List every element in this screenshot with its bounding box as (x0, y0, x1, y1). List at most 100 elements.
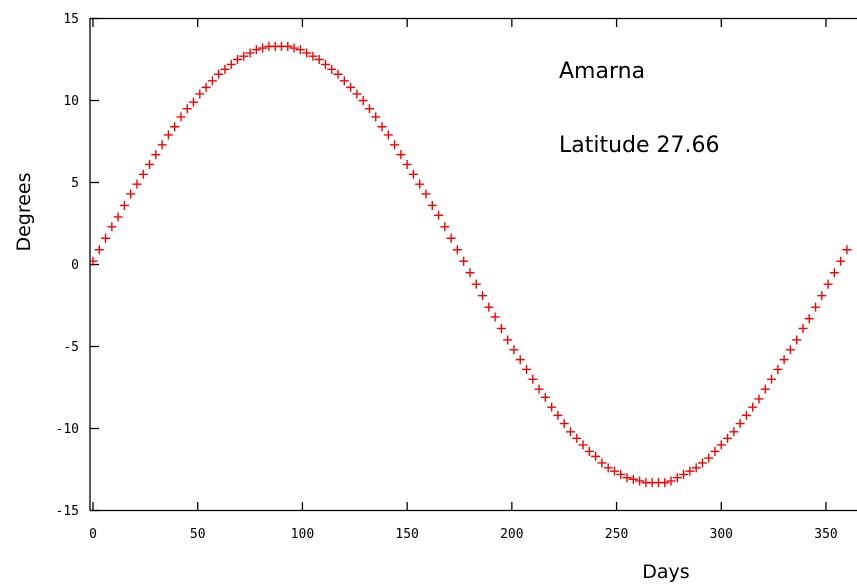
data-point (716, 440, 726, 450)
data-point (352, 89, 362, 99)
x-tick-label: 250 (605, 527, 628, 542)
data-point (584, 446, 594, 456)
data-point (622, 473, 632, 483)
data-point (101, 233, 111, 243)
data-point (465, 268, 475, 278)
annotation-latitude: Latitude 27.66 (559, 133, 720, 158)
data-point (547, 402, 557, 412)
data-point (233, 55, 243, 64)
data-point (817, 291, 827, 301)
data-point (339, 76, 349, 86)
data-point (302, 48, 312, 58)
x-tick-label: 300 (710, 527, 733, 542)
data-point (226, 59, 236, 69)
data-point (170, 122, 180, 132)
data-point (327, 64, 337, 74)
data-point (704, 453, 714, 463)
data-point (251, 45, 261, 55)
y-tick-label: -5 (63, 340, 79, 355)
data-point (723, 433, 733, 443)
data-point (295, 45, 305, 55)
data-point (522, 364, 532, 374)
data-point (528, 374, 538, 384)
annotation-location: Amarna (559, 59, 645, 84)
data-point (90, 256, 98, 266)
data-point (597, 458, 607, 468)
data-point (107, 222, 117, 232)
data-point (565, 427, 575, 437)
data-point (609, 466, 619, 476)
data-point (408, 169, 418, 179)
data-point (490, 312, 500, 322)
data-point (415, 179, 425, 189)
data-point (138, 169, 148, 179)
x-tick-label: 200 (500, 527, 523, 542)
data-point (829, 268, 839, 278)
data-point (176, 112, 186, 122)
data-point (220, 64, 230, 74)
data-point (679, 469, 689, 479)
x-tick-label: 50 (190, 527, 206, 542)
y-tick-label: -10 (56, 422, 79, 437)
data-point (113, 212, 123, 222)
data-point (427, 200, 437, 210)
data-point (754, 394, 764, 404)
data-point (314, 55, 324, 64)
data-point (515, 355, 525, 365)
data-point (201, 82, 211, 92)
data-point (842, 245, 852, 255)
data-point (760, 384, 770, 394)
data-point (735, 419, 745, 429)
y-axis-title: Degrees (13, 172, 35, 251)
data-point (811, 302, 821, 312)
data-point (553, 410, 563, 420)
data-point (540, 392, 550, 402)
data-point (189, 97, 199, 107)
data-point (503, 335, 513, 345)
data-point (132, 179, 142, 189)
y-tick-label: 0 (71, 258, 79, 273)
data-point (289, 43, 299, 53)
data-point (434, 210, 444, 220)
data-point (729, 427, 739, 437)
y-tick-label: 15 (63, 12, 79, 27)
data-point (697, 458, 707, 468)
data-point (195, 89, 205, 99)
data-point (446, 233, 456, 243)
data-point (440, 222, 450, 232)
x-tick-label: 350 (814, 527, 837, 542)
data-point (798, 323, 808, 333)
data-point (496, 323, 506, 333)
data-point (823, 279, 833, 289)
data-point (377, 122, 387, 132)
data-point (245, 48, 255, 58)
data-point (616, 469, 626, 479)
data-point (239, 51, 249, 61)
data-point (478, 291, 488, 301)
data-point (691, 463, 701, 473)
x-tick-label: 150 (395, 527, 418, 542)
x-axis-title: Days (642, 561, 689, 583)
data-point (804, 314, 814, 324)
data-point (402, 159, 412, 169)
data-point (603, 463, 613, 473)
data-point (383, 130, 393, 140)
data-point (151, 150, 161, 160)
data-point (666, 476, 676, 486)
data-point (371, 112, 381, 122)
y-tick-label: 5 (71, 176, 79, 191)
data-point (559, 419, 569, 429)
data-point (792, 335, 802, 345)
y-tick-label: 10 (63, 94, 79, 109)
data-point (126, 189, 136, 199)
data-point (258, 43, 268, 53)
data-point (182, 104, 192, 114)
data-point (534, 384, 544, 394)
data-point (578, 440, 588, 450)
data-point (396, 150, 406, 160)
x-tick-label: 0 (89, 527, 97, 542)
data-point (767, 374, 777, 384)
data-point (484, 302, 494, 312)
data-point (591, 451, 601, 461)
data-point (421, 189, 431, 199)
